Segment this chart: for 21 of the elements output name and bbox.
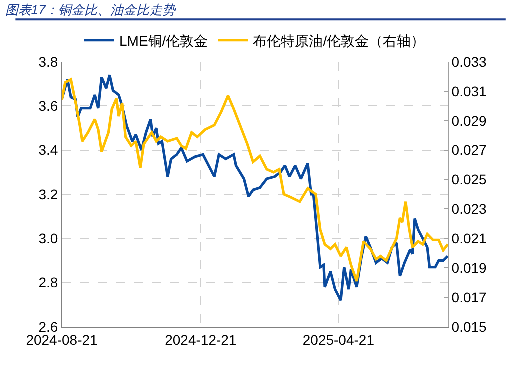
y-tick-label: 3.0	[38, 230, 58, 247]
y2-tick-label: 0.021	[452, 230, 488, 247]
y-tick-label: 2.8	[38, 274, 58, 291]
y-tick-label: 3.8	[38, 54, 58, 70]
y2-tick-label: 0.031	[452, 83, 488, 100]
chart-title: 图表17：铜金比、油金比走势	[5, 2, 177, 18]
y-tick-label: 3.6	[38, 98, 58, 114]
legend-label: LME铜/伦敦金	[120, 32, 208, 49]
y2-tick-label: 0.019	[452, 260, 488, 276]
y2-tick-label: 0.029	[452, 112, 488, 129]
y2-tick-label: 0.023	[452, 201, 488, 218]
y-tick-label: 3.2	[38, 186, 58, 202]
y-tick-label: 3.4	[38, 142, 58, 158]
y2-tick-label: 0.025	[452, 172, 488, 188]
y2-tick-label: 0.027	[452, 142, 488, 158]
y2-tick-label: 0.033	[452, 54, 488, 70]
y2-tick-label: 0.017	[452, 289, 488, 306]
y2-tick-label: 0.015	[452, 318, 488, 335]
x-tick-label: 2024-12-21	[165, 332, 237, 348]
x-tick-label: 2025-04-21	[302, 332, 375, 348]
legend-label: 布伦特原油/伦敦金（右轴）	[253, 32, 426, 49]
